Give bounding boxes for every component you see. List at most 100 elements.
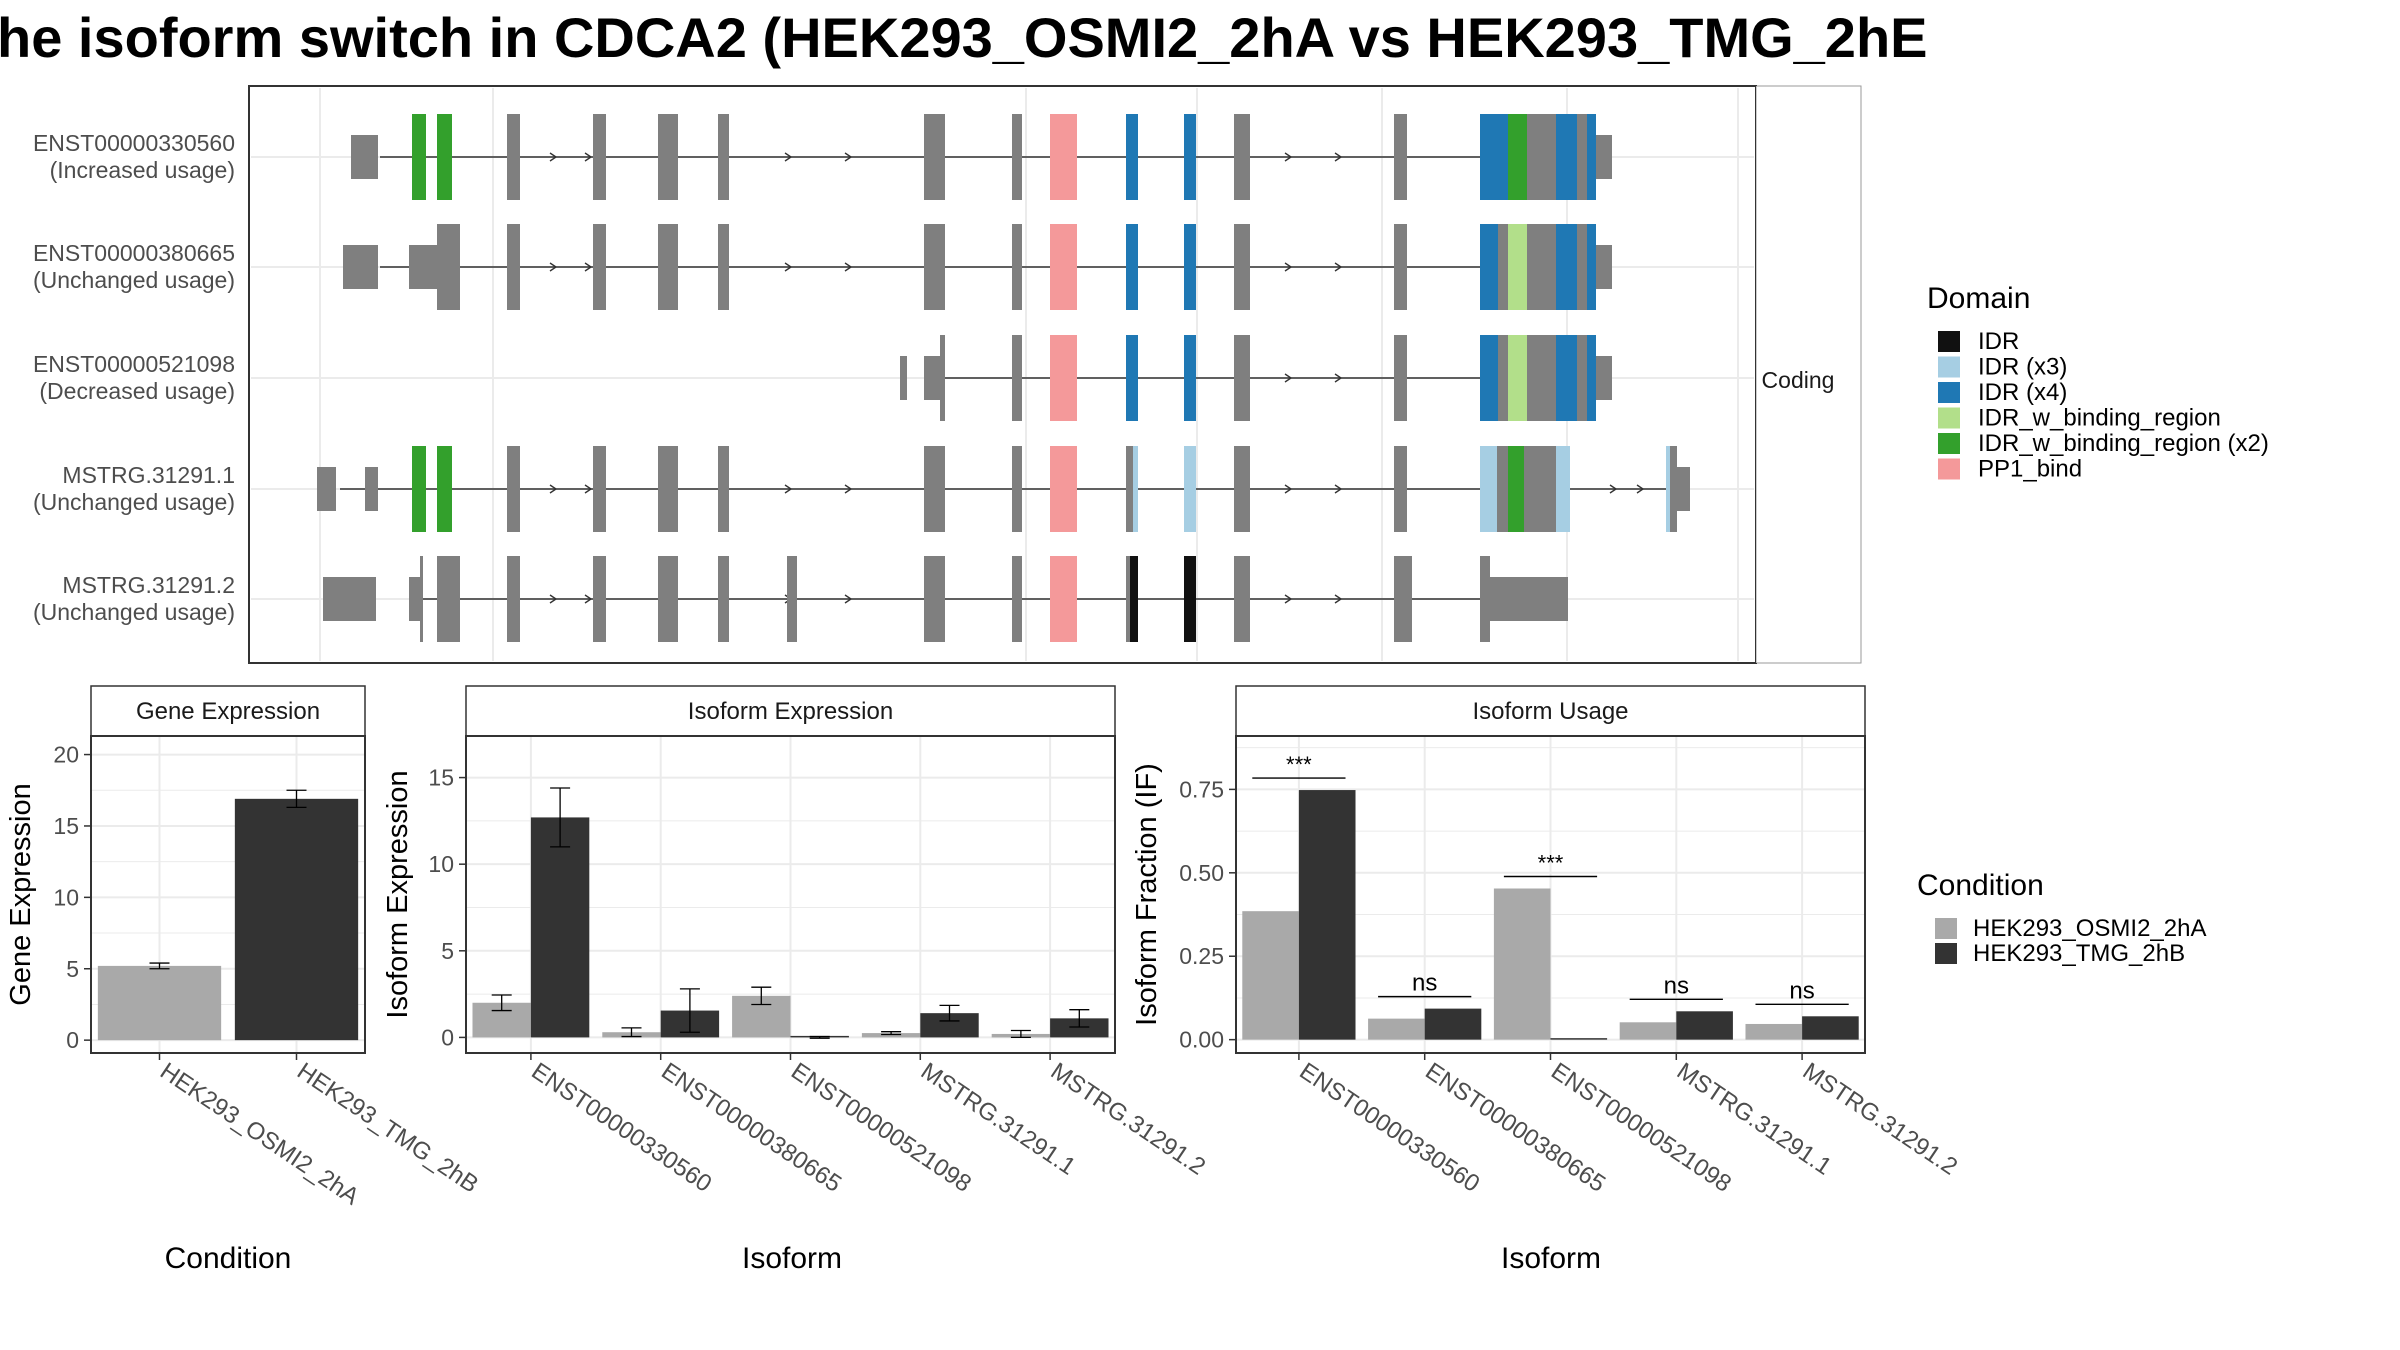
exon	[1480, 556, 1490, 642]
exon	[718, 556, 729, 642]
domain-region	[1184, 556, 1196, 642]
strand-arrow	[1334, 262, 1343, 272]
exon	[507, 556, 520, 642]
exon	[1234, 556, 1250, 642]
exon	[420, 556, 423, 642]
domain-legend-key	[1938, 433, 1960, 454]
strand-arrow	[784, 484, 793, 494]
domain-legend-label: IDR	[1978, 328, 2019, 355]
domain-legend-key	[1938, 331, 1960, 352]
exon	[658, 114, 678, 200]
domain-region	[1050, 335, 1077, 421]
transcript-usage-label: (Increased usage)	[50, 157, 235, 183]
x-axis-title: Isoform	[1501, 1242, 1601, 1275]
exon	[351, 135, 378, 179]
error-bar	[1069, 1009, 1090, 1028]
y-axis-title: Isoform Expression	[382, 770, 414, 1018]
domain-legend-key	[1938, 356, 1960, 378]
exon	[409, 577, 420, 621]
transcript-id-label: MSTRG.31291.2	[62, 572, 235, 598]
strand-arrow	[1284, 484, 1293, 494]
strand-arrow	[844, 152, 853, 162]
transcript-track	[351, 114, 1612, 200]
y-tick-label: 5	[66, 956, 79, 982]
error-bar	[679, 988, 700, 1033]
bar	[1802, 1016, 1859, 1040]
error-bar	[621, 1027, 642, 1038]
exon	[1234, 335, 1250, 421]
domain-region	[1508, 446, 1524, 532]
domain-region	[1556, 446, 1570, 532]
bar	[1368, 1018, 1425, 1040]
bar	[1619, 1022, 1677, 1040]
condition-legend-label: HEK293_OSMI2_2hA	[1973, 915, 2206, 942]
exon	[507, 446, 520, 532]
significance-label: ns	[1664, 972, 1689, 999]
domain-region	[1556, 224, 1577, 310]
error-bar	[491, 994, 512, 1012]
bar	[97, 965, 222, 1041]
domain-region	[1666, 446, 1670, 532]
domain-region	[1508, 224, 1527, 310]
strand-arrow	[784, 152, 793, 162]
exon	[924, 446, 945, 532]
domain-legend-label: PP1_bind	[1978, 456, 2082, 483]
bar	[1550, 1038, 1608, 1040]
exon	[507, 114, 520, 200]
facet-label-coding: Coding	[1762, 367, 1835, 393]
panel-strip-title: Isoform Usage	[1472, 698, 1628, 725]
error-bar	[939, 1004, 960, 1022]
strand-arrow	[784, 262, 793, 272]
panel-strip	[1235, 685, 1866, 737]
exon	[718, 114, 729, 200]
y-tick-label: 15	[53, 813, 79, 839]
exon	[1394, 114, 1407, 200]
bar	[1493, 888, 1551, 1040]
domain-region	[1184, 224, 1196, 310]
exon	[900, 356, 907, 400]
domain-legend-key	[1938, 407, 1960, 429]
domain-region	[1587, 224, 1596, 310]
exon	[1012, 114, 1022, 200]
significance-label: ***	[1538, 850, 1564, 875]
exon	[718, 224, 729, 310]
bar	[234, 798, 359, 1041]
domain-region	[1556, 335, 1577, 421]
domain-region	[1130, 556, 1138, 642]
x-axis-title: Condition	[165, 1242, 292, 1275]
exon	[718, 446, 729, 532]
domain-region	[1480, 114, 1498, 200]
exon	[593, 224, 606, 310]
transcript-id-label: ENST00000521098	[33, 351, 235, 377]
bar	[861, 1033, 921, 1038]
bar	[530, 817, 590, 1038]
domain-region	[1133, 446, 1138, 532]
exon	[593, 114, 606, 200]
bar	[1298, 790, 1356, 1040]
transcript-usage-label: (Unchanged usage)	[33, 489, 235, 515]
domain-region	[1556, 114, 1577, 200]
chart-panel-3: Isoform Usage *** ns *** ns ns 0.00 0.25 0.50 0.7…	[1131, 685, 1962, 1275]
exon	[317, 467, 336, 511]
y-tick-label: 10	[428, 851, 454, 877]
exon	[1012, 335, 1022, 421]
exon	[787, 556, 797, 642]
domain-region	[1050, 224, 1077, 310]
exon	[507, 224, 520, 310]
strand-arrow	[584, 484, 593, 494]
domain-region	[1587, 114, 1596, 200]
domain-legend-label: IDR_w_binding_region	[1978, 405, 2221, 432]
domain-region	[1050, 114, 1077, 200]
bar	[1242, 911, 1299, 1040]
exon	[658, 224, 678, 310]
strand-arrow	[1284, 373, 1293, 383]
domain-region	[1184, 114, 1196, 200]
transcript-track	[343, 224, 1612, 310]
exon	[658, 446, 678, 532]
y-tick-label: 0	[441, 1024, 454, 1050]
exon	[658, 556, 678, 642]
y-tick-label: 15	[428, 765, 454, 791]
panel-border	[90, 735, 366, 1054]
